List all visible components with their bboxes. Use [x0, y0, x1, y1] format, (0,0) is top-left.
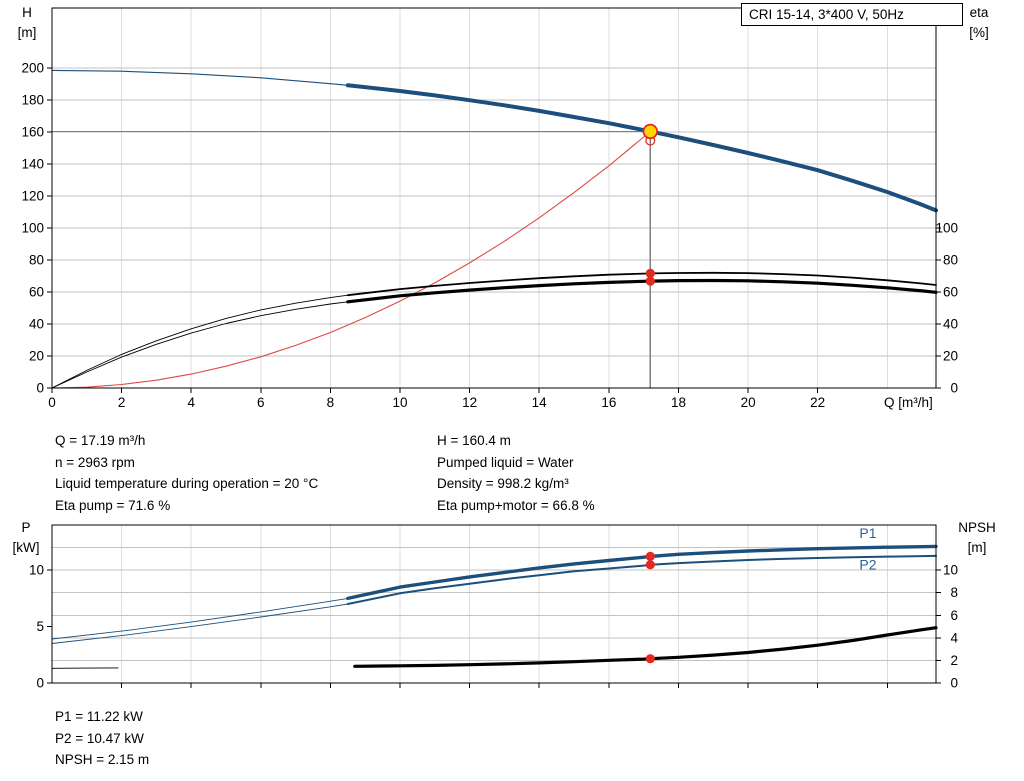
y-left-tick-label: 100	[21, 221, 44, 236]
eta-pump-motor-point	[645, 276, 655, 286]
npsh-axis-header: NPSH [m]	[944, 518, 1010, 558]
x-tick-label: 22	[810, 395, 825, 410]
info-line-eta-pump: Eta pump = 71.6 %	[55, 497, 171, 513]
x-tick-label: 18	[671, 395, 686, 410]
x-tick-label: 0	[48, 395, 56, 410]
power-info-block: P1 = 11.22 kW P2 = 10.47 kW NPSH = 2.15 …	[55, 706, 149, 771]
y-left-tick-label: 5	[36, 619, 44, 634]
y-right-tick-label: 4	[950, 630, 958, 645]
y-left-tick-label: 10	[29, 563, 44, 578]
info-line-p2: P2 = 10.47 kW	[55, 730, 144, 746]
p1-curve-thin	[51, 597, 349, 640]
y-right-tick-label: 0	[950, 381, 958, 396]
y-left-tick-label: 40	[29, 317, 44, 332]
x-tick-label: 2	[118, 395, 126, 410]
eta-axis-header: eta [%]	[956, 3, 1002, 43]
head-curve-thick	[345, 83, 938, 213]
duty-info-left: Q = 17.19 m³/h n = 2963 rpm Liquid tempe…	[55, 430, 318, 516]
y-right-tick-label: 10	[943, 563, 958, 578]
x-tick-label: 8	[327, 395, 335, 410]
p2-point	[645, 560, 655, 570]
plot-frame	[51, 7, 937, 389]
x-tick-label: 14	[532, 395, 548, 410]
system-curve-thin	[51, 130, 651, 389]
y-left-tick-label: 0	[36, 381, 44, 396]
duty-info-right: H = 160.4 m Pumped liquid = Water Densit…	[437, 430, 595, 516]
y-right-tick-label: 8	[950, 585, 958, 600]
p2-curve-thin	[51, 603, 349, 644]
info-line-q: Q = 17.19 m³/h	[55, 433, 146, 448]
p-axis-header: P [kW]	[6, 518, 46, 558]
power-npsh-chart[interactable]: 0 5 10 0 2 4 6 8 10 P1 P2	[29, 524, 959, 691]
eta-pump-motor-curve-thick	[346, 278, 938, 304]
h-axis-header: H [m]	[8, 3, 46, 43]
y-right-tick-label: 40	[943, 317, 958, 332]
eta-pump-curve-thin	[51, 294, 349, 389]
x-tick-label: 20	[741, 395, 756, 410]
p2-curve-label: P2	[859, 557, 876, 573]
y-right-tick-label: 0	[950, 676, 958, 691]
info-line-p1: P1 = 11.22 kW	[55, 709, 143, 724]
npsh-point	[645, 654, 655, 664]
eta-pump-motor-curve-thin	[51, 301, 349, 389]
eta-axis-unit: [%]	[969, 25, 989, 40]
y-left-tick-label: 200	[21, 61, 44, 76]
x-tick-label: 16	[601, 395, 616, 410]
head-curve-thin	[51, 69, 349, 86]
y-left-tick-label: 60	[29, 285, 44, 300]
npsh-axis-unit: [m]	[967, 540, 987, 555]
info-line-n: n = 2963 rpm	[55, 454, 135, 470]
eta-pump-point	[645, 268, 655, 278]
y-left-tick-label: 80	[29, 253, 44, 268]
pump-title-box: CRI 15-14, 3*400 V, 50Hz	[741, 3, 963, 26]
y-right-tick-label: 60	[943, 285, 958, 300]
y-left-tick-label: 20	[29, 349, 44, 364]
y-right-tick-label: 80	[943, 253, 958, 268]
y-right-tick-label: 100	[935, 221, 958, 236]
x-tick-label: 10	[392, 395, 407, 410]
qh-chart[interactable]: 0 2 4 6 8 10 12 14 16 18 20 22 Q [m³/h] 0 20 40 60 80 100 1…	[21, 7, 958, 410]
y-right-tick-label: 6	[950, 608, 958, 623]
npsh-axis-symbol: NPSH	[958, 520, 996, 535]
x-tick-label: 12	[462, 395, 477, 410]
y-left-tick-label: 0	[36, 676, 44, 691]
p1-point	[645, 551, 655, 562]
plot-frame	[51, 524, 937, 684]
info-line-pumped-liquid: Pumped liquid = Water	[437, 454, 574, 470]
p1-curve-thick	[346, 544, 938, 601]
y-left-tick-label: 140	[21, 157, 44, 172]
info-line-eta-pump-motor: Eta pump+motor = 66.8 %	[437, 497, 595, 513]
x-tick-label: 4	[187, 395, 195, 410]
p1-curve-label: P1	[859, 525, 876, 541]
y-left-tick-label: 120	[21, 189, 44, 204]
info-line-h: H = 160.4 m	[437, 433, 511, 448]
x-tick-label: 6	[257, 395, 265, 410]
p2-curve-thick	[346, 554, 937, 605]
h-axis-symbol: H	[22, 5, 32, 20]
y-right-tick-label: 2	[950, 653, 958, 668]
info-line-density: Density = 998.2 kg/m³	[437, 476, 569, 491]
y-left-tick-label: 180	[21, 93, 44, 108]
p-axis-unit: [kW]	[12, 540, 40, 555]
eta-axis-symbol: eta	[969, 5, 989, 20]
info-line-liquid-temp: Liquid temperature during operation = 20…	[55, 476, 319, 491]
h-axis-unit: [m]	[17, 25, 37, 40]
p-axis-symbol: P	[21, 520, 31, 535]
y-left-tick-label: 160	[21, 125, 44, 140]
duty-point[interactable]	[642, 123, 659, 140]
info-line-npsh: NPSH = 2.15 m	[55, 752, 150, 767]
y-right-tick-label: 20	[943, 349, 958, 364]
x-axis-title: Q [m³/h]	[884, 395, 933, 410]
